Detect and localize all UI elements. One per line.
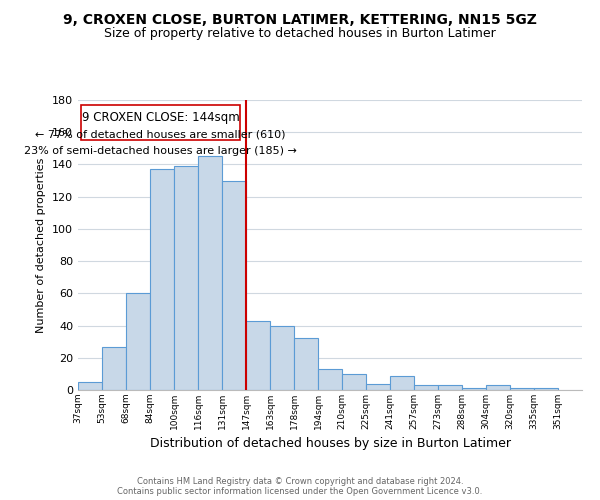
Bar bbox=[102, 346, 126, 390]
Text: 9, CROXEN CLOSE, BURTON LATIMER, KETTERING, NN15 5GZ: 9, CROXEN CLOSE, BURTON LATIMER, KETTERI… bbox=[63, 12, 537, 26]
Y-axis label: Number of detached properties: Number of detached properties bbox=[37, 158, 46, 332]
Bar bbox=[534, 388, 558, 390]
Bar bbox=[462, 388, 486, 390]
Bar bbox=[198, 156, 222, 390]
Bar bbox=[78, 382, 102, 390]
Bar bbox=[246, 320, 270, 390]
Bar bbox=[438, 385, 462, 390]
Bar bbox=[294, 338, 318, 390]
Bar bbox=[150, 170, 174, 390]
Bar bbox=[414, 385, 438, 390]
Bar bbox=[174, 166, 198, 390]
Bar bbox=[390, 376, 414, 390]
Text: Contains HM Land Registry data © Crown copyright and database right 2024.: Contains HM Land Registry data © Crown c… bbox=[137, 477, 463, 486]
Text: ← 77% of detached houses are smaller (610): ← 77% of detached houses are smaller (61… bbox=[35, 129, 286, 139]
Text: Size of property relative to detached houses in Burton Latimer: Size of property relative to detached ho… bbox=[104, 28, 496, 40]
Text: 23% of semi-detached houses are larger (185) →: 23% of semi-detached houses are larger (… bbox=[24, 146, 297, 156]
Bar bbox=[342, 374, 366, 390]
Bar bbox=[270, 326, 294, 390]
Text: 9 CROXEN CLOSE: 144sqm: 9 CROXEN CLOSE: 144sqm bbox=[82, 111, 239, 124]
Bar bbox=[126, 294, 150, 390]
Text: Contains public sector information licensed under the Open Government Licence v3: Contains public sector information licen… bbox=[118, 487, 482, 496]
Bar bbox=[318, 369, 342, 390]
Bar bbox=[510, 388, 534, 390]
Bar bbox=[366, 384, 390, 390]
Bar bbox=[222, 180, 246, 390]
Bar bbox=[486, 385, 510, 390]
X-axis label: Distribution of detached houses by size in Burton Latimer: Distribution of detached houses by size … bbox=[149, 438, 511, 450]
